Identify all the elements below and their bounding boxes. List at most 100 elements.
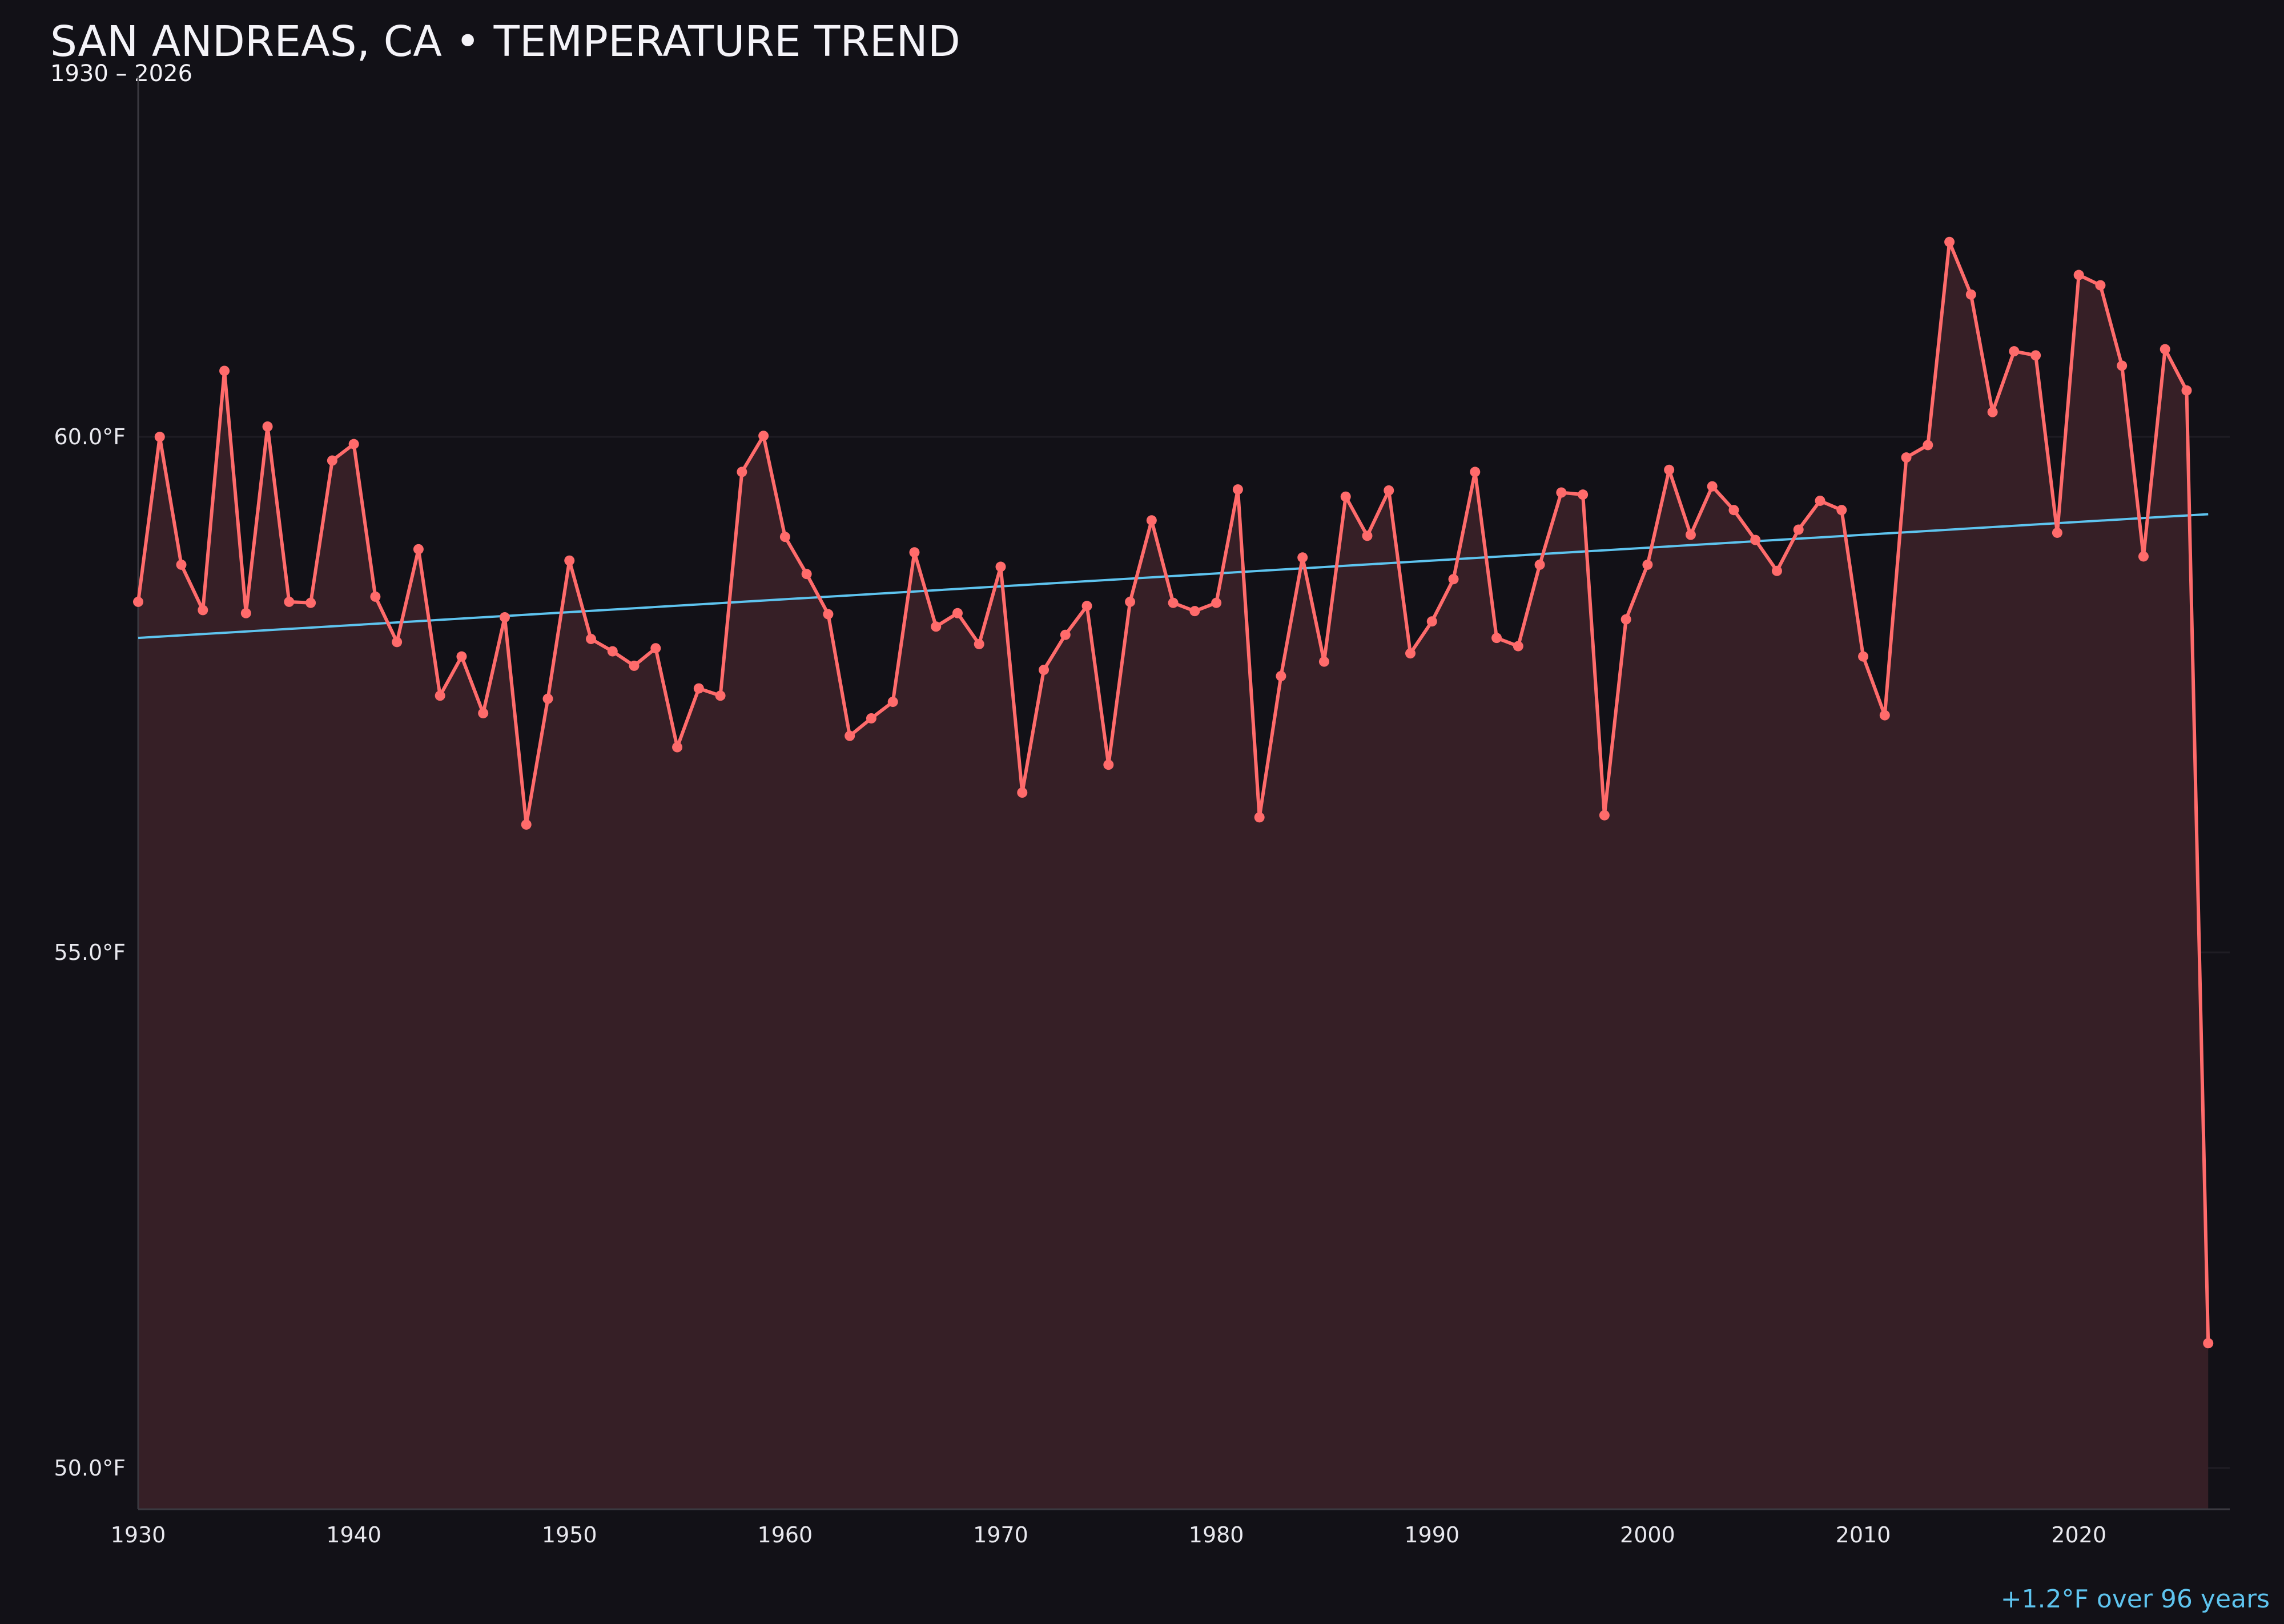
data-point (327, 455, 337, 466)
data-point (1384, 485, 1394, 496)
data-point (1578, 489, 1589, 500)
data-point (909, 547, 920, 558)
data-point (2073, 270, 2084, 280)
data-point (758, 431, 769, 441)
data-point (1125, 596, 1136, 607)
trend-line-segment (138, 513, 2209, 640)
x-tick-label: 1930 (111, 1522, 166, 1547)
x-tick-label: 1970 (973, 1522, 1028, 1547)
data-point (1793, 524, 1804, 535)
data-point (1556, 487, 1567, 498)
data-point (1168, 597, 1179, 608)
data-point (995, 561, 1006, 572)
y-tick-label: 60.0°F (54, 424, 126, 449)
data-point (1513, 641, 1523, 652)
data-point (1470, 467, 1481, 477)
data-point (133, 596, 143, 607)
data-point (413, 544, 424, 554)
data-point (1448, 574, 1459, 585)
x-tick-label: 1960 (758, 1522, 813, 1547)
data-point (1685, 529, 1696, 540)
data-point (2117, 360, 2128, 371)
data-point (348, 439, 359, 449)
data-point (737, 467, 747, 477)
data-point (672, 742, 683, 753)
data-point (2160, 344, 2170, 355)
data-point (974, 638, 984, 649)
data-point (305, 597, 316, 608)
data-point (564, 555, 575, 566)
data-point (435, 690, 445, 701)
data-point (478, 708, 489, 718)
data-point (866, 713, 876, 723)
data-point (1750, 534, 1761, 545)
area-fill (138, 242, 2209, 1510)
data-point (2009, 346, 2020, 357)
data-point (952, 608, 963, 618)
data-point (154, 432, 165, 443)
temperature-series (133, 236, 2214, 1349)
data-point (2030, 350, 2041, 361)
data-point (499, 612, 510, 623)
data-point (1146, 515, 1157, 526)
data-point (1642, 559, 1653, 570)
y-tick-label: 50.0°F (54, 1456, 126, 1481)
data-point (262, 421, 273, 432)
data-point (198, 605, 208, 616)
data-point (1081, 601, 1092, 612)
data-point (176, 559, 187, 570)
data-point (2181, 385, 2192, 396)
data-point (1017, 787, 1028, 798)
data-point (629, 660, 640, 671)
data-point (1254, 812, 1265, 823)
data-point (1815, 495, 1825, 506)
data-point (1944, 236, 1955, 247)
trend-annotation: +1.2°F over 96 years (2001, 1585, 2270, 1614)
data-point (219, 365, 230, 376)
data-point (650, 643, 661, 654)
x-tick-label: 2020 (2051, 1522, 2106, 1547)
data-point (1771, 565, 1782, 576)
data-point (1491, 633, 1502, 644)
data-point (931, 621, 942, 632)
data-point (779, 532, 790, 542)
data-point (1039, 665, 1049, 676)
data-point (2095, 280, 2106, 291)
data-point (521, 819, 532, 830)
data-point (1534, 559, 1545, 570)
data-point (1405, 648, 1416, 659)
data-point (1965, 289, 1976, 300)
y-tick-label: 55.0°F (54, 940, 126, 965)
x-tick-label: 2010 (1836, 1522, 1891, 1547)
data-point (845, 730, 855, 741)
x-tick-label: 1980 (1189, 1522, 1244, 1547)
data-point (1923, 440, 1933, 451)
data-point (370, 591, 381, 602)
data-point (801, 569, 812, 580)
x-tick-label: 1940 (326, 1522, 381, 1547)
data-point (240, 608, 251, 618)
data-point (1189, 606, 1200, 617)
data-point (1879, 710, 1890, 721)
data-point (1103, 759, 1114, 770)
data-point (1901, 452, 1912, 463)
area-polygon (138, 242, 2209, 1510)
data-point (542, 693, 553, 704)
data-point (1599, 810, 1610, 821)
data-point (284, 596, 295, 607)
data-point (823, 609, 834, 620)
data-point (392, 637, 403, 648)
data-point (1340, 491, 1351, 502)
data-point (1297, 552, 1308, 563)
data-point (1858, 651, 1869, 662)
data-point (586, 633, 597, 644)
data-point (2052, 527, 2062, 538)
data-point (1426, 616, 1437, 627)
data-point (2138, 551, 2149, 562)
data-point (1664, 464, 1675, 475)
data-point (1620, 614, 1631, 625)
axis-ticks: 50.0°F 55.0°F 60.0°F 1930 1940 1950 1960 1970 19… (54, 424, 2106, 1547)
data-point (456, 651, 467, 662)
x-tick-label: 1990 (1404, 1522, 1459, 1547)
